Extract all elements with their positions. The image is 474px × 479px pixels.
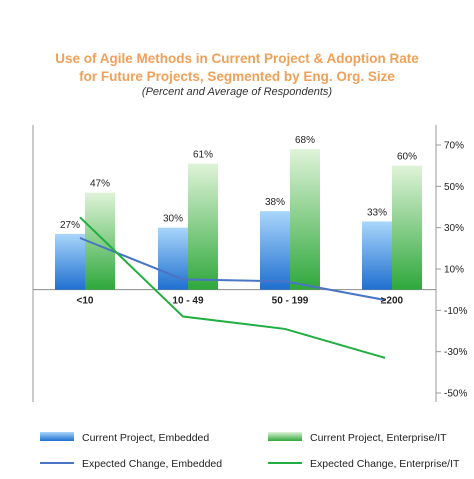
bar-data-label: 47%	[90, 179, 110, 190]
legend-label: Current Project, Embedded	[82, 432, 209, 444]
bar-embedded	[158, 227, 188, 290]
bar-data-label: 27%	[60, 220, 80, 231]
category-label: 10 - 49	[172, 296, 204, 307]
right-axis-tick-label: 10%	[444, 265, 464, 276]
legend-swatch	[40, 432, 74, 441]
bar-enterprise	[392, 165, 422, 290]
legend-swatch	[268, 432, 302, 441]
legend-label: Expected Change, Embedded	[82, 458, 222, 470]
category-label: <10	[77, 296, 94, 307]
chart-title-line-2: for Future Projects, Segmented by Eng. O…	[79, 69, 395, 84]
right-axis-tick-label: 70%	[444, 141, 464, 152]
bar-embedded	[362, 221, 392, 290]
bar-data-label: 33%	[367, 207, 387, 218]
bar-data-label: 61%	[193, 150, 213, 161]
chart-title-line-1: Use of Agile Methods in Current Project …	[55, 51, 419, 66]
bar-enterprise	[290, 149, 320, 290]
right-axis-tick-label: -30%	[444, 347, 467, 358]
bar-data-label: 30%	[163, 214, 183, 225]
bar-enterprise	[188, 163, 218, 290]
bar-data-label: 38%	[265, 197, 285, 208]
right-axis-tick-label: 50%	[444, 182, 464, 193]
legend-label: Expected Change, Enterprise/IT	[310, 458, 460, 470]
bar-data-label: 60%	[397, 152, 417, 163]
bar-data-label: 68%	[295, 135, 315, 146]
line-expected-embedded	[79, 237, 386, 301]
category-label: ≥200	[381, 296, 404, 307]
line-expected-enterprise	[79, 216, 386, 359]
right-axis-tick-label: -50%	[444, 389, 467, 400]
category-label: 50 - 199	[272, 296, 309, 307]
right-axis-tick-label: 30%	[444, 223, 464, 234]
chart-subtitle: (Percent and Average of Respondents)	[141, 86, 333, 98]
chart-title: Use of Agile Methods in Current Project …	[0, 50, 474, 86]
bar-embedded	[55, 233, 85, 290]
legend-label: Current Project, Enterprise/IT	[310, 432, 447, 444]
bar-embedded	[260, 211, 290, 290]
right-axis-tick-label: -10%	[444, 306, 467, 317]
